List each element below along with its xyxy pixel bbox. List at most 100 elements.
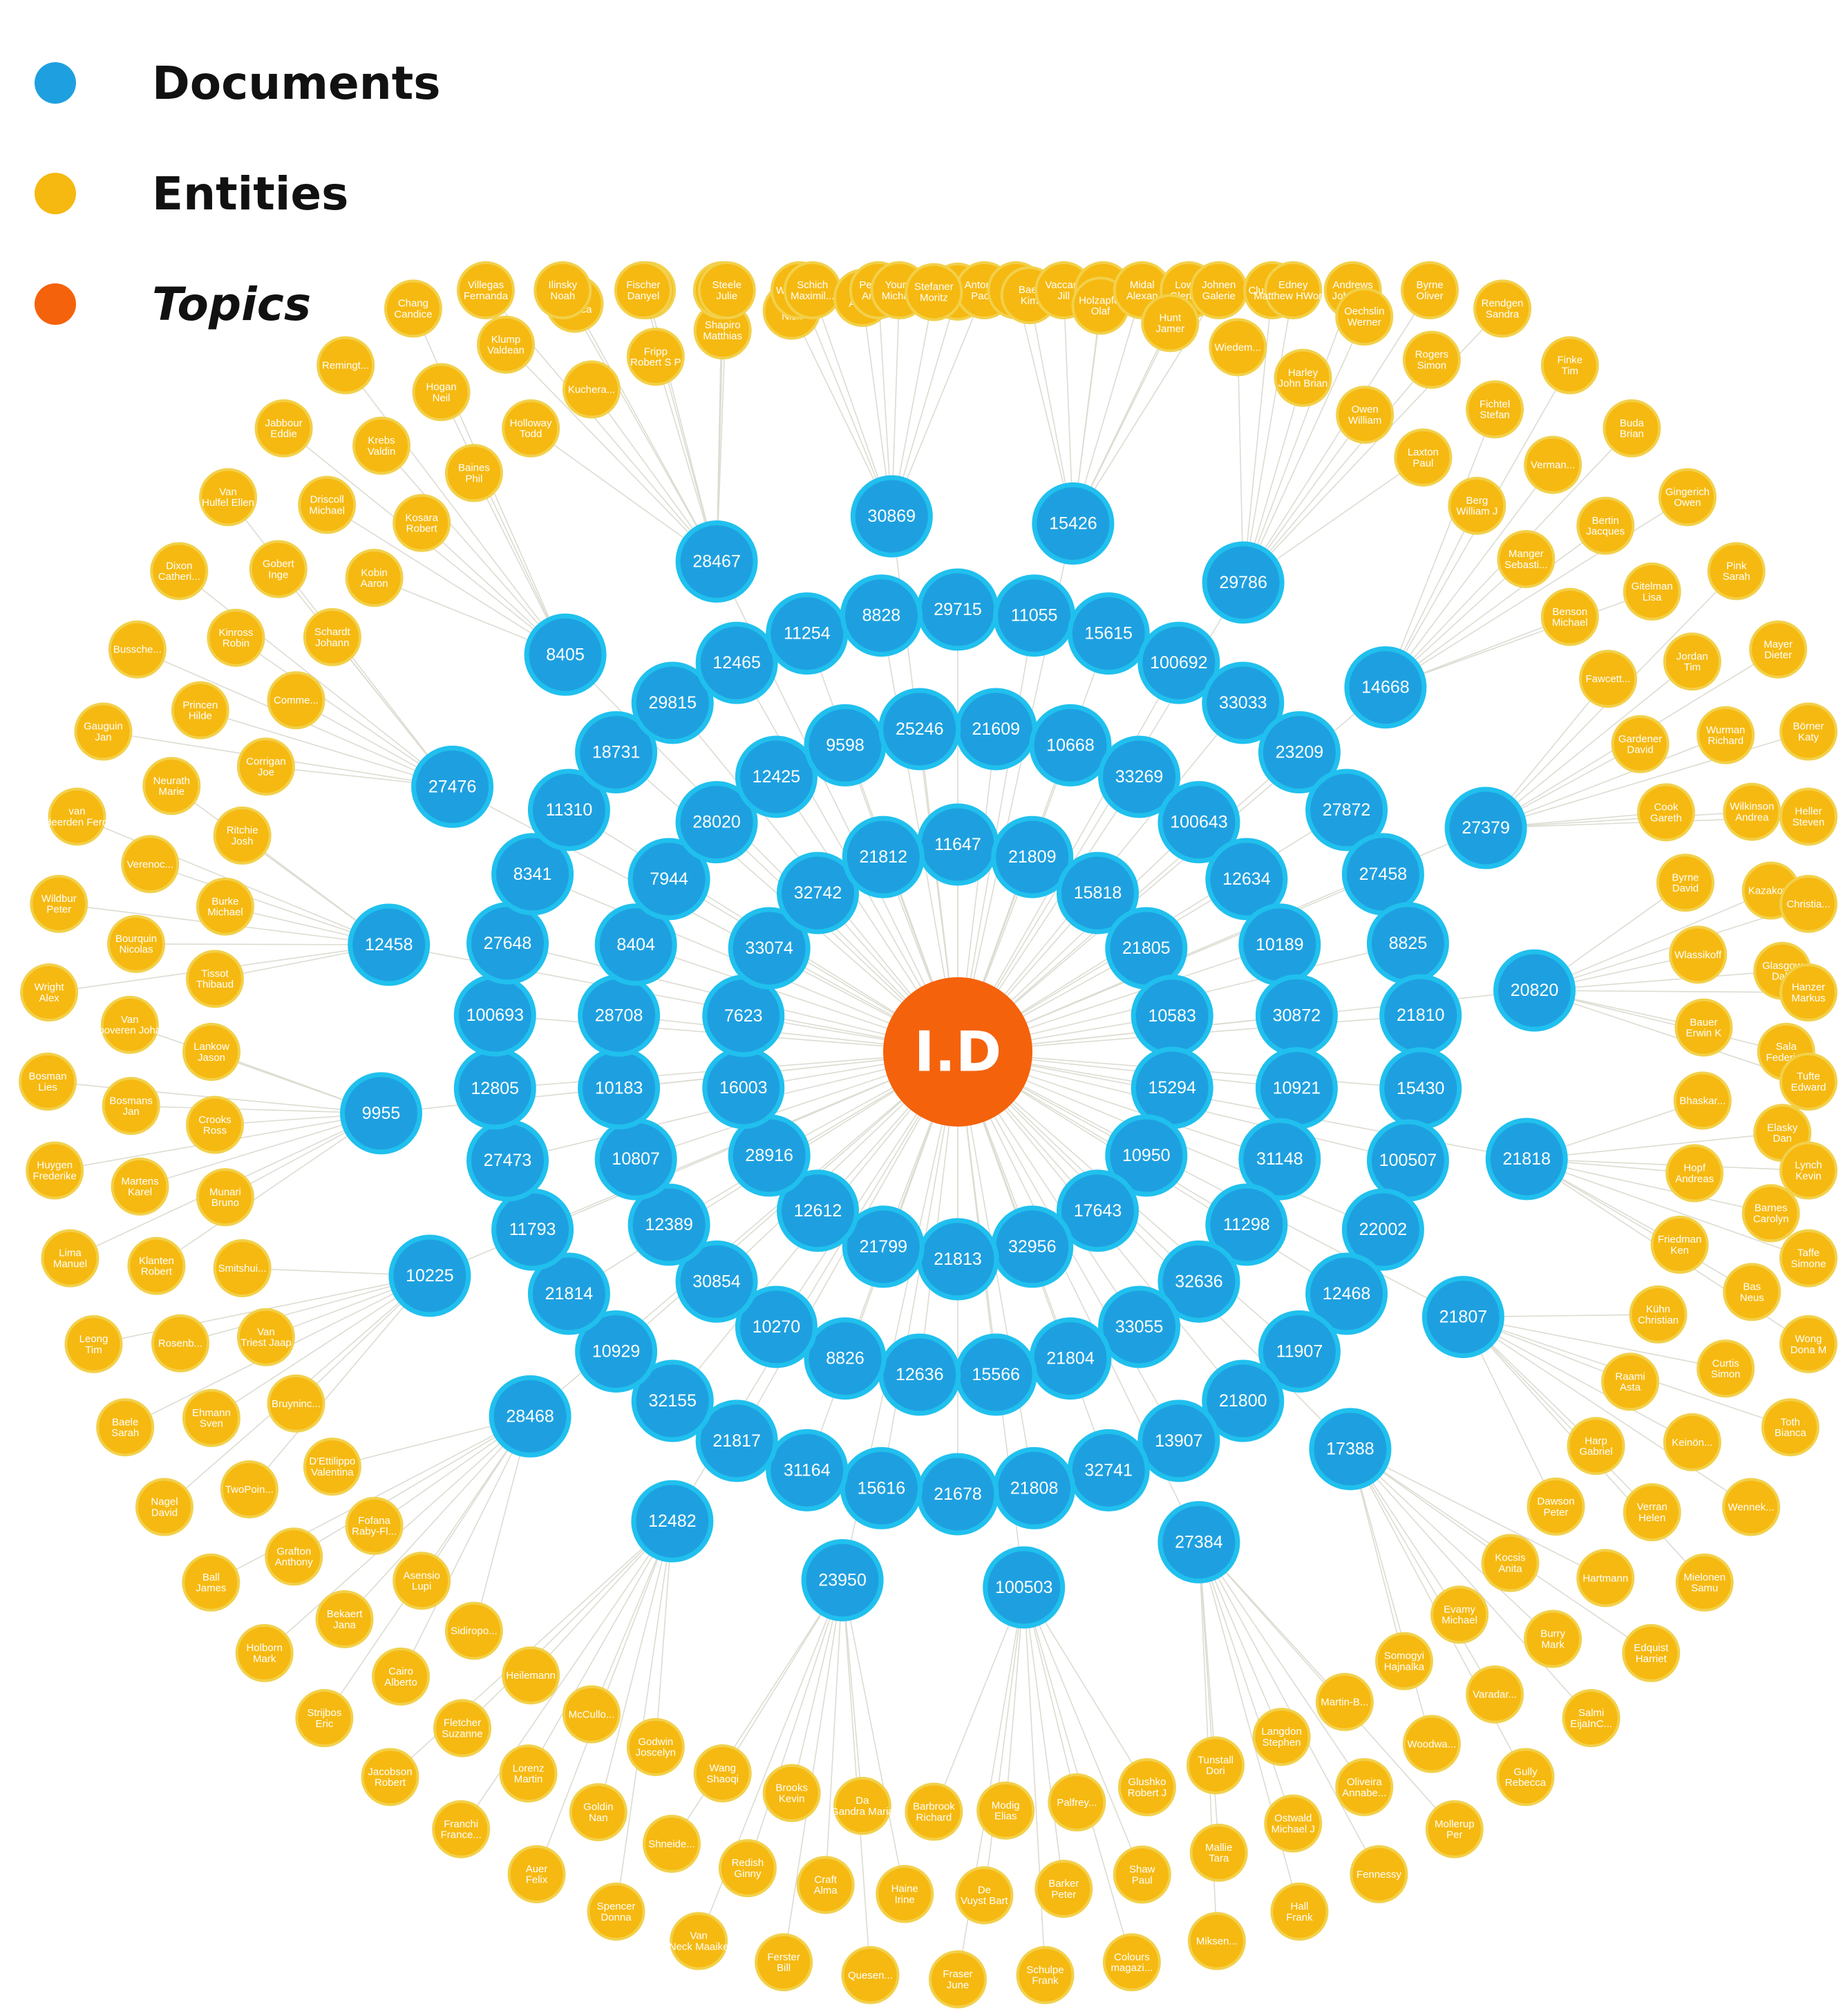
entity-node[interactable]: Harley John Brian [1274,348,1332,407]
entity-node[interactable]: Kühn Christian [1629,1285,1688,1344]
entity-node[interactable]: Ball James [182,1553,240,1612]
entity-node[interactable]: Mallie Tara [1189,1823,1248,1882]
entity-node[interactable]: Strijbos Eric [295,1689,354,1748]
document-node[interactable]: 27384 [1157,1501,1240,1584]
entity-node[interactable]: Colours magazi... [1102,1933,1161,1992]
document-node[interactable]: 21609 [954,688,1037,771]
document-node[interactable]: 11647 [916,803,999,886]
entity-node[interactable]: Neurath Marie [142,757,201,816]
document-node[interactable]: 21810 [1379,974,1462,1057]
entity-node[interactable]: Salmi EijaInC... [1562,1689,1620,1748]
document-node[interactable]: 27648 [466,902,549,985]
document-node[interactable]: 23950 [801,1538,884,1621]
entity-node[interactable]: Baines Phil [444,444,503,502]
entity-node[interactable]: Chang Candice [384,279,442,338]
entity-node[interactable]: Börner Katy [1779,702,1837,761]
entity-node[interactable]: Curtis Simon [1696,1339,1755,1398]
document-node[interactable]: 32741 [1067,1429,1150,1511]
entity-node[interactable]: Villegas Fernanda [456,261,515,319]
entity-node[interactable]: Stefaner Moritz [905,263,963,321]
document-node[interactable]: 31164 [766,1429,849,1511]
entity-node[interactable]: Van Looveren Johan [93,995,167,1054]
document-node[interactable]: 15615 [1067,592,1150,675]
entity-node[interactable]: Schardt Johann [303,607,361,666]
document-node[interactable]: 13907 [1137,1400,1220,1482]
entity-node[interactable]: Martin-B... [1315,1673,1374,1731]
entity-node[interactable]: Da Gandra Maria [831,1776,894,1835]
entity-node[interactable]: Ritchie Josh [213,807,272,865]
entity-node[interactable]: Varadar... [1466,1665,1524,1724]
entity-node[interactable]: Gully Rebecca [1496,1748,1555,1807]
entity-node[interactable]: Van Hulfel Ellen [199,468,258,527]
entity-node[interactable]: McCullo... [563,1685,621,1744]
entity-node[interactable]: Munari Bruno [196,1168,254,1227]
entity-node[interactable]: Rogers Simon [1402,330,1461,389]
entity-node[interactable]: Benson Michael [1540,587,1599,646]
document-node[interactable]: 28467 [675,520,758,603]
entity-node[interactable]: Godwin Joscelyn [626,1717,685,1776]
entity-node[interactable]: Christia... [1779,874,1837,933]
entity-node[interactable]: Cairo Alberto [372,1647,431,1706]
entity-node[interactable]: Finke Tim [1540,336,1599,395]
entity-node[interactable]: Van Neck Maaike [669,1912,729,1970]
entity-node[interactable]: Comme... [267,671,325,730]
entity-node[interactable]: Ferster Bill [755,1933,813,1992]
entity-node[interactable]: Heilemann [502,1646,560,1705]
entity-node[interactable]: Taffe Simone [1779,1229,1837,1288]
document-node[interactable]: 27476 [411,745,494,828]
entity-node[interactable]: Oliveira Annabe... [1335,1758,1394,1816]
entity-node[interactable]: Wildbur Peter [30,874,88,933]
entity-node[interactable]: Auer Felix [507,1845,566,1903]
document-node[interactable]: 100503 [983,1546,1066,1629]
document-node[interactable]: 12458 [348,903,431,986]
entity-node[interactable]: Tufte Edward [1779,1053,1837,1111]
entity-node[interactable]: Bhaskar... [1673,1071,1732,1130]
entity-node[interactable]: Asensio Lupi [393,1552,451,1610]
entity-node[interactable]: Bauer Erwin K [1674,998,1733,1057]
entity-node[interactable]: Martens Karel [111,1157,169,1216]
entity-node[interactable]: Klanten Robert [127,1236,186,1295]
document-node[interactable]: 8825 [1366,902,1449,985]
entity-node[interactable]: Mayer Dieter [1749,620,1808,679]
entity-node[interactable]: Barnes Carolyn [1741,1184,1800,1243]
document-node[interactable]: 8405 [524,613,607,696]
document-node[interactable]: 27379 [1444,786,1527,869]
entity-node[interactable]: Fawcett... [1579,650,1638,708]
entity-node[interactable]: Jordan Tim [1663,632,1721,691]
entity-node[interactable]: Edquist Harriet [1622,1623,1681,1682]
entity-node[interactable]: Rosenb... [151,1314,209,1373]
entity-node[interactable]: Wright Alex [20,963,79,1022]
document-node[interactable]: 10668 [1029,704,1112,786]
entity-node[interactable]: Driscoll Michael [298,475,357,534]
entity-node[interactable]: Tissot Thibaud [185,950,244,1008]
document-node[interactable]: 28708 [578,974,661,1057]
document-node[interactable]: 21807 [1421,1276,1504,1359]
document-node[interactable]: 10921 [1255,1047,1338,1130]
entity-node[interactable]: Rendgen Sandra [1473,279,1532,338]
document-node[interactable]: 20820 [1493,949,1576,1032]
entity-node[interactable]: Wennek... [1722,1478,1781,1536]
document-node[interactable]: 21678 [916,1453,999,1536]
entity-node[interactable]: Manger Sebasti... [1497,529,1556,588]
entity-node[interactable]: Holloway Todd [502,399,560,458]
entity-node[interactable]: Friedman Ken [1650,1216,1709,1274]
document-node[interactable]: 21804 [1029,1317,1112,1400]
document-node[interactable]: 10189 [1238,903,1321,986]
entity-node[interactable]: Somogyi Hajnalka [1374,1632,1433,1690]
entity-node[interactable]: Shneide... [642,1814,701,1873]
document-node[interactable]: 21818 [1485,1118,1568,1200]
entity-node[interactable]: Harp Gabriel [1567,1417,1625,1476]
entity-node[interactable]: Hall Frank [1270,1882,1329,1941]
entity-node[interactable]: Modig Elias [976,1781,1035,1840]
entity-node[interactable]: Hogan Neil [412,363,471,422]
entity-node[interactable]: Lima Manuel [41,1229,100,1288]
entity-node[interactable]: Haine Irine [876,1865,934,1923]
entity-node[interactable]: Gingerich Owen [1658,468,1717,527]
entity-node[interactable]: Quesen... [841,1946,900,2004]
entity-node[interactable]: Barbrook Richard [905,1782,963,1841]
entity-node[interactable]: Corrigan Joe [236,737,295,796]
entity-node[interactable]: Remingt... [316,336,375,395]
document-node[interactable]: 10183 [578,1047,661,1130]
document-node[interactable]: 27458 [1341,833,1424,916]
entity-node[interactable]: De Vuyst Bart [955,1866,1014,1925]
